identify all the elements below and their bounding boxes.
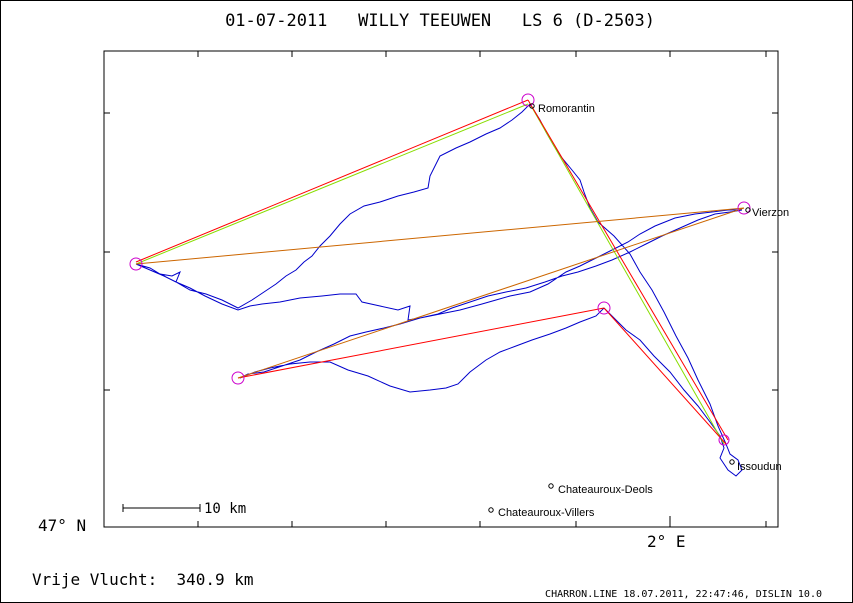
generator-info: CHARRON.LINE 18.07.2011, 22:47:46, DISLI… — [545, 589, 822, 600]
task-legs — [135, 99, 745, 445]
place-dot-vierzon — [745, 207, 751, 213]
combined-leg — [135, 207, 745, 265]
latitude-label: 47° N — [38, 516, 86, 535]
place-label-chateauroux-villers: Chateauroux-Villers — [498, 507, 595, 519]
top-axis-ticks — [197, 51, 767, 57]
place-dot-romorantin — [529, 103, 535, 109]
turnpoint-marker — [597, 301, 611, 315]
turnpoint-marker — [718, 434, 730, 446]
turnpoint-marker — [737, 201, 751, 215]
optimized-leg — [135, 99, 529, 263]
bottom-axis-ticks — [197, 516, 767, 527]
place-label-chateauroux-deols: Chateauroux-Deols — [558, 484, 653, 496]
optimized-leg — [603, 307, 727, 445]
turnpoint-marker — [521, 93, 535, 107]
place-dot-chateauroux-villers — [488, 507, 494, 513]
plot-frame — [103, 50, 779, 528]
gps-track — [135, 103, 743, 477]
place-label-vierzon: Vierzon — [752, 207, 789, 219]
place-label-romorantin: Romorantin — [538, 103, 595, 115]
place-dot-issoudun — [729, 459, 735, 465]
place-markers — [488, 103, 751, 513]
declared-leg — [135, 103, 529, 265]
turnpoint-marker — [129, 257, 143, 271]
optimized-leg — [237, 307, 605, 379]
right-axis-ticks — [772, 112, 778, 391]
turnpoints — [129, 93, 751, 446]
place-dot-chateauroux-deols — [548, 483, 554, 489]
combined-leg — [237, 207, 745, 379]
place-label-issoudun: Issoudun — [737, 461, 782, 473]
optimized-leg — [527, 99, 729, 441]
left-axis-ticks — [104, 112, 110, 391]
scale-bar — [122, 504, 201, 512]
scale-bar-label: 10 km — [204, 501, 246, 517]
turnpoint-marker — [231, 371, 245, 385]
declared-leg — [529, 103, 725, 445]
flight-distance: Vrije Vlucht: 340.9 km — [32, 570, 254, 589]
longitude-label: 2° E — [647, 532, 686, 551]
chart-title: 01-07-2011 WILLY TEEUWEN LS 6 (D-2503) — [225, 11, 655, 31]
